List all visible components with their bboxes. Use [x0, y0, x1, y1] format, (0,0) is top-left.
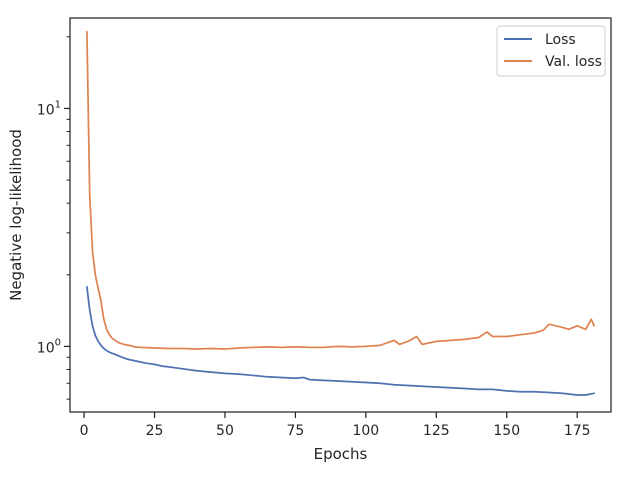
x-tick-label: 125 — [423, 423, 450, 439]
x-tick-label: 0 — [80, 423, 89, 439]
x-tick-label: 25 — [146, 423, 164, 439]
x-tick-label: 150 — [493, 423, 520, 439]
x-tick-label: 175 — [564, 423, 591, 439]
x-axis-ticks: 0 25 50 75 100 125 150 175 — [80, 412, 591, 439]
legend-label-1: Loss — [545, 32, 576, 48]
y-tick-label: 101 — [37, 99, 61, 118]
x-tick-label: 50 — [216, 423, 234, 439]
x-tick-label: 100 — [352, 423, 379, 439]
legend-label-2: Val. loss — [545, 54, 602, 70]
y-tick-label: 100 — [37, 337, 61, 356]
legend: Loss Val. loss — [496, 25, 606, 77]
axes-frame — [69, 17, 612, 413]
y-axis-ticks: 100 101 — [37, 36, 70, 400]
series-line-2 — [86, 30, 595, 350]
y-axis-label: Negative log-likelihood — [7, 129, 25, 301]
plot-area — [86, 30, 595, 396]
series-line-1 — [86, 285, 595, 396]
x-tick-label: 75 — [287, 423, 305, 439]
x-axis-label: Epochs — [314, 445, 368, 463]
